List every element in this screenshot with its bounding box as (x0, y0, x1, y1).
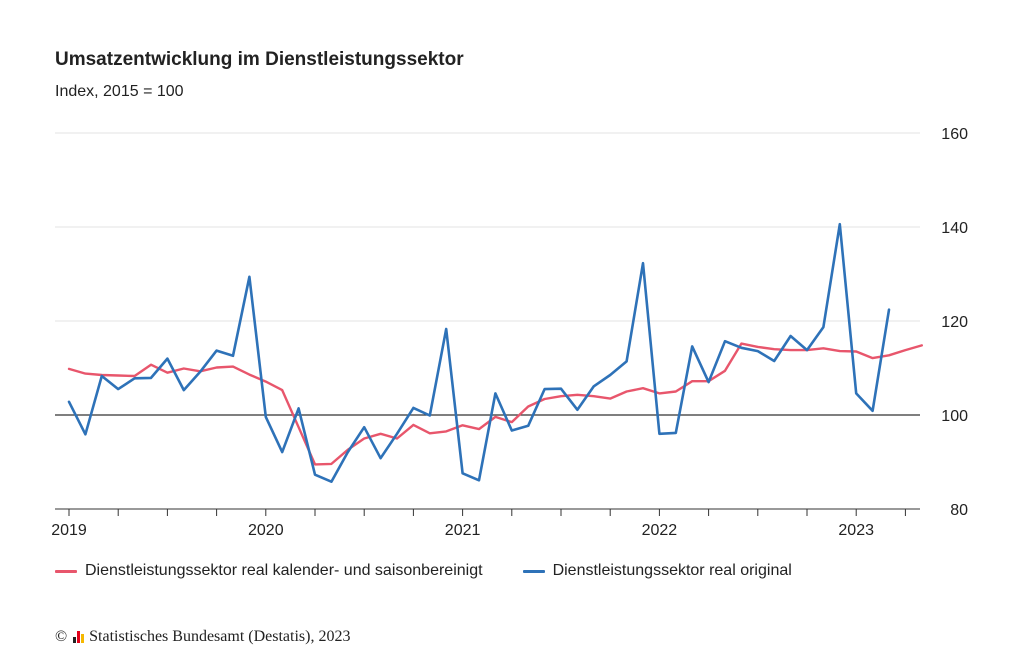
y-tick-label: 160 (941, 126, 968, 143)
y-tick-label: 120 (941, 314, 968, 331)
copyright-symbol: © (55, 628, 68, 645)
legend-swatch-blue (522, 569, 545, 573)
series-layer (67, 222, 923, 484)
legend-label: Dienstleistungssektor real kalender- und… (85, 562, 483, 579)
series-line-original[interactable] (67, 222, 891, 484)
line-chart: 80 100 120 140 160 2019 2020 2021 2022 2023 (51, 126, 968, 539)
series-line-seasonally-adjusted[interactable] (67, 342, 923, 466)
source-credit: © Statistisches Bundesamt (Destatis), 20… (55, 628, 350, 646)
y-tick-label: 100 (941, 408, 968, 425)
legend-swatch-red (55, 569, 77, 573)
x-tick-label: 2023 (838, 522, 874, 539)
x-tick-label: 2022 (642, 522, 678, 539)
chart-title: Umsatzentwicklung im Dienstleistungssekt… (55, 49, 464, 70)
legend: Dienstleistungssektor real kalender- und… (55, 562, 792, 580)
y-tick-label: 80 (950, 502, 968, 519)
y-tick-label: 140 (941, 220, 968, 237)
x-tick-label: 2020 (248, 522, 284, 539)
source-text: Statistisches Bundesamt (Destatis), 2023 (89, 628, 351, 645)
x-tick-label: 2019 (51, 522, 87, 539)
legend-label: Dienstleistungssektor real original (552, 562, 792, 579)
x-tick-label: 2021 (445, 522, 481, 539)
grid-layer (55, 132, 920, 510)
axis-layer: 80 100 120 140 160 2019 2020 2021 2022 2023 (51, 126, 968, 539)
legend-item-original[interactable]: Dienstleistungssektor real original (522, 562, 792, 580)
chart-subtitle: Index, 2015 = 100 (55, 83, 184, 100)
legend-item-seasonally-adjusted[interactable]: Dienstleistungssektor real kalender- und… (55, 562, 483, 580)
destatis-logo-icon (73, 631, 85, 643)
